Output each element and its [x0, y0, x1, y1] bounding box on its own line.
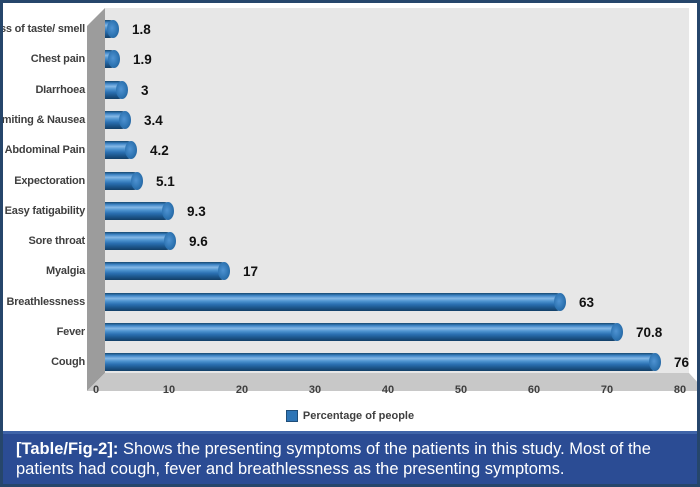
chart-3d-wall	[87, 8, 105, 391]
category-label: Expectoration	[14, 175, 85, 187]
bar	[105, 50, 120, 68]
x-tick-label: 20	[235, 384, 249, 396]
value-label: 9.6	[189, 233, 208, 249]
bar	[105, 232, 176, 250]
x-tick-label: 60	[527, 384, 541, 396]
value-label: 70.8	[636, 324, 663, 340]
legend: Percentage of people	[3, 410, 697, 422]
category-label: Myalgia	[46, 265, 85, 277]
category-label: Breathlessness	[6, 296, 85, 308]
value-label: 76	[674, 354, 690, 370]
category-label: Cough	[51, 356, 85, 368]
category-label: Fever	[56, 326, 86, 338]
x-tick-label: 40	[381, 384, 395, 396]
value-label: 3	[141, 82, 149, 98]
category-label: Abdominal Pain	[4, 144, 86, 156]
plot-area	[105, 8, 689, 373]
legend-swatch-icon	[285, 410, 298, 422]
caption-text: Shows the presenting symptoms of the pat…	[16, 440, 651, 478]
chart-3d-backdrop	[87, 8, 697, 391]
category-label: DIarrhoea	[35, 84, 85, 96]
bar-chart: Loss of taste/ smell Chest pain DIarrhoea V…	[3, 3, 697, 431]
x-tick-label: 0	[92, 384, 100, 396]
value-label: 9.3	[187, 203, 206, 219]
bar	[105, 353, 661, 371]
caption-label: [Table/Fig-2]:	[16, 440, 119, 458]
bar	[105, 111, 131, 129]
value-label: 1.9	[133, 51, 152, 67]
value-label: 3.4	[144, 112, 163, 128]
value-label: 4.2	[150, 142, 169, 158]
value-label: 63	[579, 294, 595, 310]
figure-caption: [Table/Fig-2]: Shows the presenting symp…	[3, 431, 697, 484]
category-label: Sore throat	[28, 235, 86, 247]
x-tick-label: 30	[308, 384, 322, 396]
chart-3d-floor	[87, 373, 697, 391]
category-label: Vomiting & Nausea	[1, 114, 85, 126]
category-label: Chest pain	[30, 53, 85, 65]
bar	[105, 262, 230, 280]
category-label: Easy fatigability	[4, 205, 86, 217]
value-label: 1.8	[132, 21, 151, 37]
bar	[105, 81, 128, 99]
bar	[105, 202, 174, 220]
bar	[105, 20, 119, 38]
category-label: Loss of taste/ smell	[0, 23, 85, 35]
bar	[105, 172, 143, 190]
x-tick-label: 70	[600, 384, 614, 396]
value-label: 5.1	[156, 173, 175, 189]
bar	[105, 141, 137, 159]
value-label: 17	[243, 263, 259, 279]
x-tick-label: 80	[673, 384, 687, 396]
x-tick-label: 50	[454, 384, 468, 396]
legend-label: Percentage of people	[302, 410, 415, 422]
bar	[105, 293, 566, 311]
bar	[105, 323, 623, 341]
x-tick-label: 10	[162, 384, 176, 396]
